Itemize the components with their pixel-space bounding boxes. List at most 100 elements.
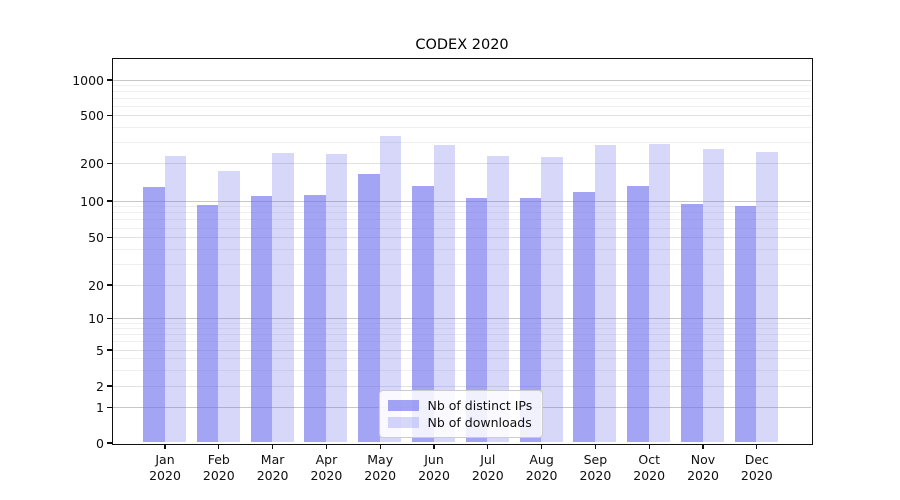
bar-distinct-ips-may xyxy=(358,173,380,443)
bar-downloads-may xyxy=(379,136,402,443)
x-tick-year: 2020 xyxy=(471,468,504,483)
x-tick-month: Mar xyxy=(260,452,285,467)
x-axis-tick-label: Sep 2020 xyxy=(555,452,635,484)
bar-distinct-ips-aug xyxy=(519,198,542,443)
x-axis-tick-label: Jun 2020 xyxy=(394,452,474,484)
x-tick-year: 2020 xyxy=(525,468,558,483)
x-tick-mark xyxy=(433,444,435,449)
y-axis-tick-label: 100 xyxy=(80,193,104,209)
x-axis-tick-label: Dec 2020 xyxy=(717,452,797,484)
x-tick-year: 2020 xyxy=(633,468,666,483)
y-tick-mark xyxy=(107,115,112,117)
x-axis-tick-label: Apr 2020 xyxy=(286,452,366,484)
y-axis-tick-label: 2 xyxy=(96,378,104,394)
bar-distinct-ips-dec xyxy=(734,206,757,443)
x-tick-year: 2020 xyxy=(256,468,289,483)
x-tick-year: 2020 xyxy=(579,468,612,483)
x-tick-mark xyxy=(702,444,704,449)
y-tick-mark xyxy=(107,442,112,444)
gridline-y-100 xyxy=(112,200,811,202)
x-axis-tick-label: Jul 2020 xyxy=(448,452,528,484)
x-tick-year: 2020 xyxy=(687,468,719,483)
gridline-minor-y-6 xyxy=(112,341,811,343)
gridline-y-50 xyxy=(112,237,811,239)
gridline-minor-y-300 xyxy=(112,141,811,143)
bar-distinct-ips-feb xyxy=(196,205,219,443)
y-tick-mark xyxy=(107,385,112,387)
x-tick-year: 2020 xyxy=(364,468,397,483)
gridline-minor-y-90 xyxy=(112,206,811,208)
bar-downloads-apr xyxy=(325,154,348,443)
bar-distinct-ips-jan xyxy=(143,187,165,443)
bar-distinct-ips-mar xyxy=(250,196,273,443)
gridline-minor-y-3 xyxy=(112,369,811,371)
gridline-y-20 xyxy=(112,284,811,286)
gridline-minor-y-900 xyxy=(112,84,811,86)
y-tick-mark xyxy=(107,237,112,239)
gridline-minor-y-8 xyxy=(112,328,811,329)
bar-downloads-oct xyxy=(648,144,671,443)
gridline-y-200 xyxy=(112,162,811,164)
y-axis-tick-label: 10 xyxy=(88,310,104,326)
x-tick-month: Dec xyxy=(744,452,769,467)
bar-downloads-feb xyxy=(218,170,240,443)
gridline-minor-y-400 xyxy=(112,126,811,128)
gridline-y-5 xyxy=(112,349,811,351)
x-tick-mark xyxy=(164,444,166,449)
legend-swatch-downloads xyxy=(387,416,419,428)
y-tick-mark xyxy=(107,349,112,351)
bar-downloads-jul xyxy=(487,155,509,443)
bar-distinct-ips-apr xyxy=(304,195,326,443)
x-axis-tick-label: Nov 2020 xyxy=(663,452,743,484)
gridline-minor-y-600 xyxy=(112,105,811,107)
x-tick-year: 2020 xyxy=(202,468,235,483)
x-tick-year: 2020 xyxy=(310,468,343,483)
y-axis-tick-label: 200 xyxy=(80,155,104,171)
legend-label-downloads: Nb of downloads xyxy=(427,414,532,430)
x-tick-mark xyxy=(325,444,328,449)
x-tick-mark xyxy=(594,444,597,449)
x-tick-mark xyxy=(379,444,381,449)
y-axis-tick-label: 0 xyxy=(96,435,104,451)
legend-item-distinct-ips: Nb of distinct IPs xyxy=(387,397,533,414)
bar-downloads-jan xyxy=(164,155,186,443)
x-tick-month: Sep xyxy=(583,452,608,467)
x-axis-tick-label: Feb 2020 xyxy=(179,452,259,484)
gridline-minor-y-40 xyxy=(112,248,811,250)
gridline-minor-y-70 xyxy=(112,219,811,221)
chart-title: CODEX 2020 xyxy=(415,37,509,53)
y-axis-tick-label: 50 xyxy=(88,230,104,246)
x-tick-mark xyxy=(487,444,489,449)
bar-downloads-jun xyxy=(433,145,455,443)
x-tick-month: Jan xyxy=(155,452,175,467)
legend: Nb of distinct IPs Nb of downloads xyxy=(378,389,544,438)
x-tick-month: Aug xyxy=(529,452,554,467)
x-tick-month: Oct xyxy=(638,452,660,467)
legend-label-distinct-ips: Nb of distinct IPs xyxy=(427,397,533,413)
bar-distinct-ips-oct xyxy=(627,185,649,443)
x-tick-mark xyxy=(648,444,650,449)
legend-swatch-distinct-ips xyxy=(387,399,419,411)
bar-downloads-mar xyxy=(272,153,294,443)
x-axis-tick-label: Jan 2020 xyxy=(125,452,205,484)
bar-distinct-ips-nov xyxy=(681,203,703,443)
y-tick-mark xyxy=(107,406,112,408)
gridline-minor-y-9 xyxy=(112,322,811,324)
bar-downloads-dec xyxy=(756,152,778,443)
x-tick-mark xyxy=(756,444,758,449)
x-tick-month: Jun xyxy=(424,452,444,467)
gridline-minor-y-60 xyxy=(112,227,811,229)
x-axis-tick-label: Aug 2020 xyxy=(502,452,582,484)
x-tick-year: 2020 xyxy=(149,468,181,483)
gridline-minor-y-80 xyxy=(112,212,811,214)
gridline-y-10 xyxy=(112,317,811,319)
y-tick-mark xyxy=(107,317,112,319)
bar-downloads-sep xyxy=(594,145,617,443)
x-tick-mark xyxy=(271,444,274,449)
x-tick-year: 2020 xyxy=(418,468,450,483)
gridline-minor-y-4 xyxy=(112,358,811,360)
x-tick-mark xyxy=(218,444,220,449)
bar-distinct-ips-sep xyxy=(573,191,595,443)
gridline-minor-y-7 xyxy=(112,334,811,336)
